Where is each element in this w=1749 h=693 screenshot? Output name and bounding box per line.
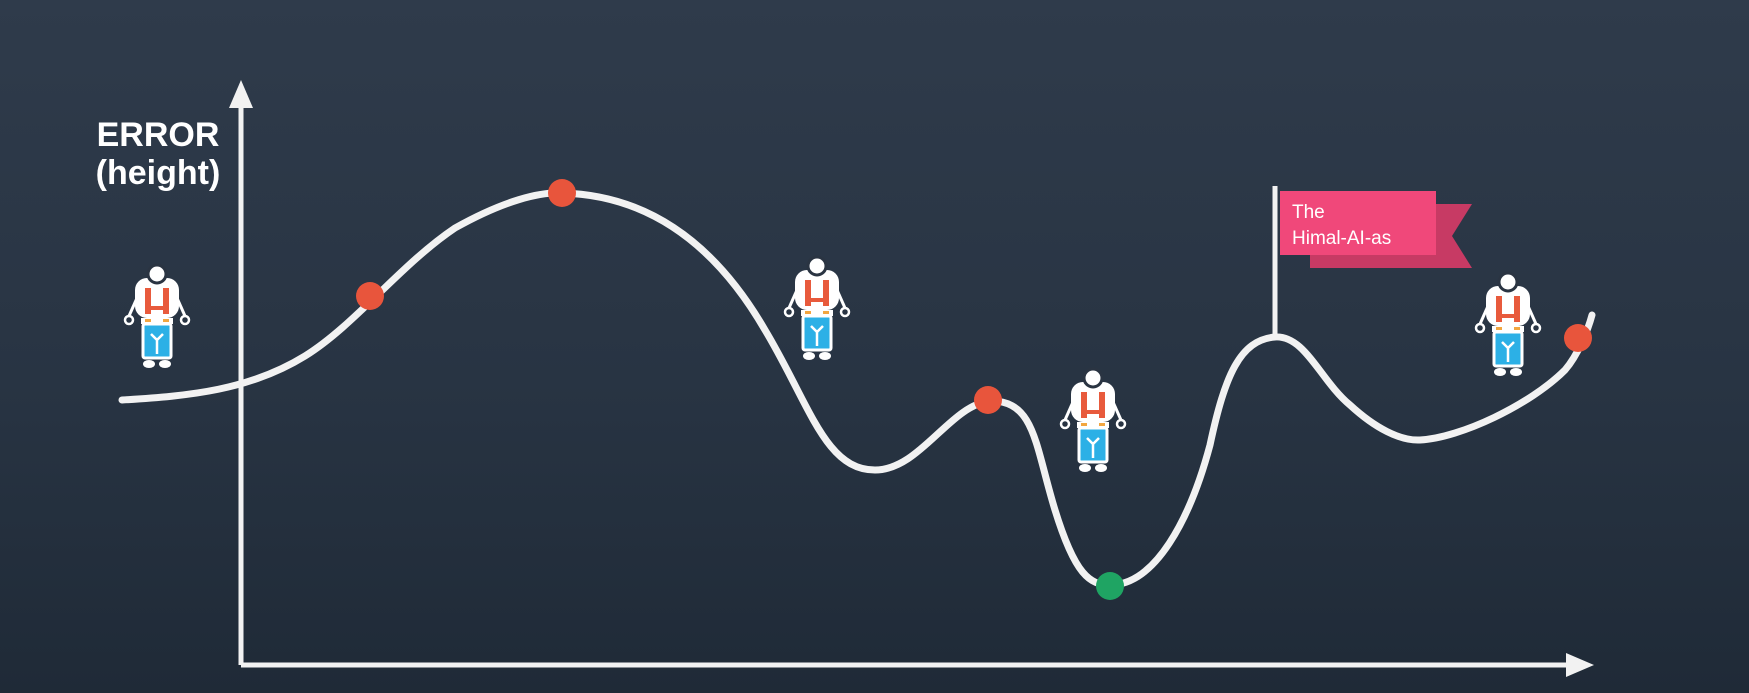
red-point xyxy=(356,282,384,310)
robot-hiker-icon xyxy=(1059,367,1127,474)
green-point xyxy=(1096,572,1124,600)
curve-points xyxy=(356,179,1592,600)
y-axis-label-line2: (height) xyxy=(96,154,221,192)
red-point xyxy=(548,179,576,207)
axes xyxy=(229,80,1594,677)
flag-label-line1: The xyxy=(1292,202,1325,223)
y-axis-arrow xyxy=(229,80,253,108)
robot-hiker-icon xyxy=(783,255,851,362)
red-point xyxy=(1564,324,1592,352)
error-curve xyxy=(118,189,1596,589)
flag-label-line2: Himal-AI-as xyxy=(1292,228,1391,249)
x-axis-arrow xyxy=(1566,653,1594,677)
robot-hiker-icon xyxy=(123,263,191,370)
red-point xyxy=(974,386,1002,414)
himal-ai-as-flag: The Himal-AI-as xyxy=(1272,186,1472,336)
flag-banner xyxy=(1280,191,1436,255)
robot-hiker-icon xyxy=(1474,271,1542,378)
y-axis-label-line1: ERROR xyxy=(97,116,220,154)
